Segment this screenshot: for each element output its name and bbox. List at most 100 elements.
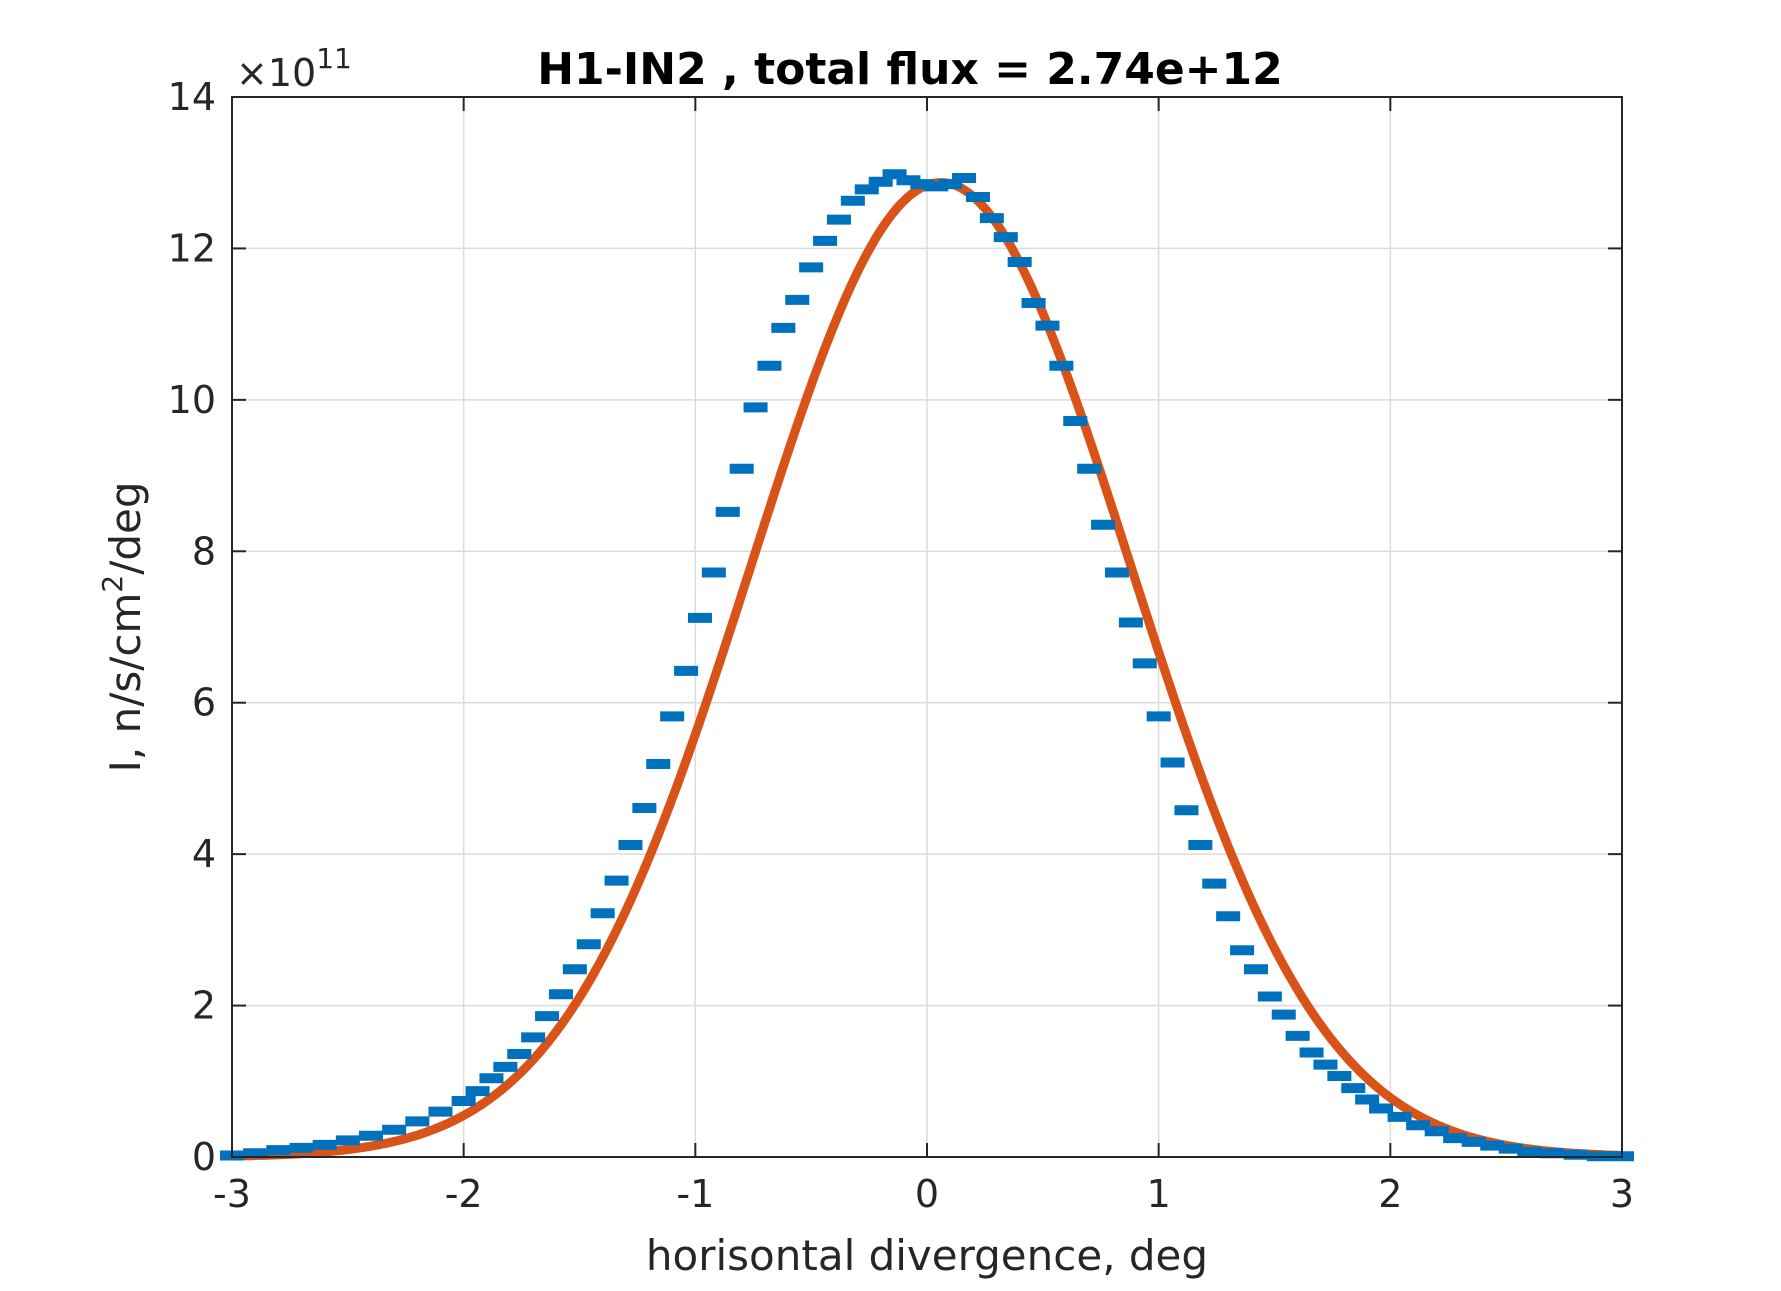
data-point xyxy=(1049,360,1074,371)
y-tick-label: 10 xyxy=(168,378,216,422)
x-tick-label: 2 xyxy=(1378,1172,1402,1216)
data-point xyxy=(1341,1083,1366,1094)
data-point xyxy=(1160,757,1185,768)
chart-title: H1-IN2 , total flux = 2.74e+12 xyxy=(537,44,1283,95)
y-tick-label: 4 xyxy=(192,832,216,876)
data-point xyxy=(1517,1146,1542,1157)
data-point xyxy=(757,360,782,371)
data-point xyxy=(548,989,573,1000)
x-tick-label: 1 xyxy=(1147,1172,1171,1216)
y-tick-label: 12 xyxy=(168,226,216,270)
data-point xyxy=(1327,1070,1352,1081)
data-point xyxy=(743,402,768,413)
data-point xyxy=(289,1142,314,1153)
data-point xyxy=(562,964,587,975)
data-point xyxy=(535,1011,560,1022)
data-point xyxy=(1063,416,1088,427)
data-point xyxy=(965,191,990,202)
data-point xyxy=(1216,911,1241,922)
data-point xyxy=(979,213,1004,224)
data-point xyxy=(813,235,838,246)
y-exponent-label: ×1011 xyxy=(236,42,352,95)
data-point xyxy=(521,1032,546,1043)
data-point xyxy=(1313,1059,1338,1070)
y-tick-label: 2 xyxy=(192,984,216,1028)
data-point xyxy=(493,1061,518,1072)
data-point xyxy=(335,1135,360,1146)
data-point xyxy=(1230,945,1255,956)
data-point xyxy=(1174,805,1199,816)
data-point xyxy=(618,840,643,851)
data-point xyxy=(590,908,615,919)
data-point xyxy=(840,195,865,206)
y-exponent-power: 11 xyxy=(316,42,352,75)
x-tick-label: -2 xyxy=(445,1172,483,1216)
data-point xyxy=(868,176,893,187)
data-point xyxy=(1202,878,1227,889)
data-point xyxy=(646,759,671,770)
y-exponent-base: ×10 xyxy=(236,51,316,95)
data-point xyxy=(993,232,1018,243)
data-point xyxy=(952,173,977,184)
y-tick-label: 0 xyxy=(192,1135,216,1179)
data-point xyxy=(1188,840,1213,851)
data-point xyxy=(826,214,851,225)
data-point xyxy=(785,294,810,305)
data-point xyxy=(576,939,601,950)
data-point xyxy=(604,875,629,886)
data-point xyxy=(1540,1148,1565,1159)
data-point xyxy=(451,1095,476,1106)
y-axis-label-main: I, n/s/cm xyxy=(101,593,150,773)
data-point xyxy=(1271,1009,1296,1020)
data-series-layer xyxy=(220,169,1634,1162)
data-point xyxy=(266,1145,291,1156)
data-point xyxy=(1091,519,1116,530)
data-point xyxy=(465,1086,490,1097)
x-tick-label: 0 xyxy=(915,1172,939,1216)
data-point xyxy=(687,612,712,623)
data-point xyxy=(1104,567,1129,578)
y-tick-label: 14 xyxy=(168,75,216,119)
data-point xyxy=(715,506,740,517)
data-point xyxy=(243,1148,268,1159)
data-point xyxy=(1355,1094,1380,1105)
data-point xyxy=(1021,297,1046,308)
axis-ticks xyxy=(231,96,1623,1158)
data-point xyxy=(1118,617,1143,628)
data-point xyxy=(660,711,685,722)
x-tick-label: -3 xyxy=(213,1172,251,1216)
data-point xyxy=(405,1116,430,1127)
x-tick-label: -1 xyxy=(676,1172,714,1216)
x-tick-label: 3 xyxy=(1610,1172,1634,1216)
y-tick-label: 6 xyxy=(192,681,216,725)
data-point xyxy=(1132,658,1157,669)
y-axis-label-suffix: /deg xyxy=(101,481,150,574)
data-point xyxy=(701,567,726,578)
y-tick-label: 8 xyxy=(192,529,216,573)
data-point xyxy=(1035,320,1060,331)
y-axis-label-superscript: 2 xyxy=(96,575,129,593)
data-point xyxy=(507,1049,532,1060)
y-axis-label: I, n/s/cm2/deg xyxy=(96,481,150,772)
data-point xyxy=(729,463,754,474)
data-point xyxy=(1007,257,1032,268)
data-point xyxy=(854,184,879,195)
x-axis-label: horisontal divergence, deg xyxy=(646,1231,1208,1280)
data-point xyxy=(1243,964,1268,975)
data-point xyxy=(771,322,796,333)
data-point xyxy=(632,802,657,813)
data-point xyxy=(428,1106,453,1117)
data-point xyxy=(799,262,824,273)
data-point xyxy=(359,1130,383,1141)
data-point xyxy=(1369,1103,1394,1114)
data-point xyxy=(1146,711,1171,722)
data-point xyxy=(1299,1047,1324,1058)
data-point xyxy=(1077,463,1102,474)
data-point xyxy=(1387,1111,1412,1122)
data-point xyxy=(382,1124,407,1135)
data-point xyxy=(674,665,699,676)
data-point xyxy=(1257,991,1282,1002)
data-point xyxy=(1285,1030,1310,1041)
